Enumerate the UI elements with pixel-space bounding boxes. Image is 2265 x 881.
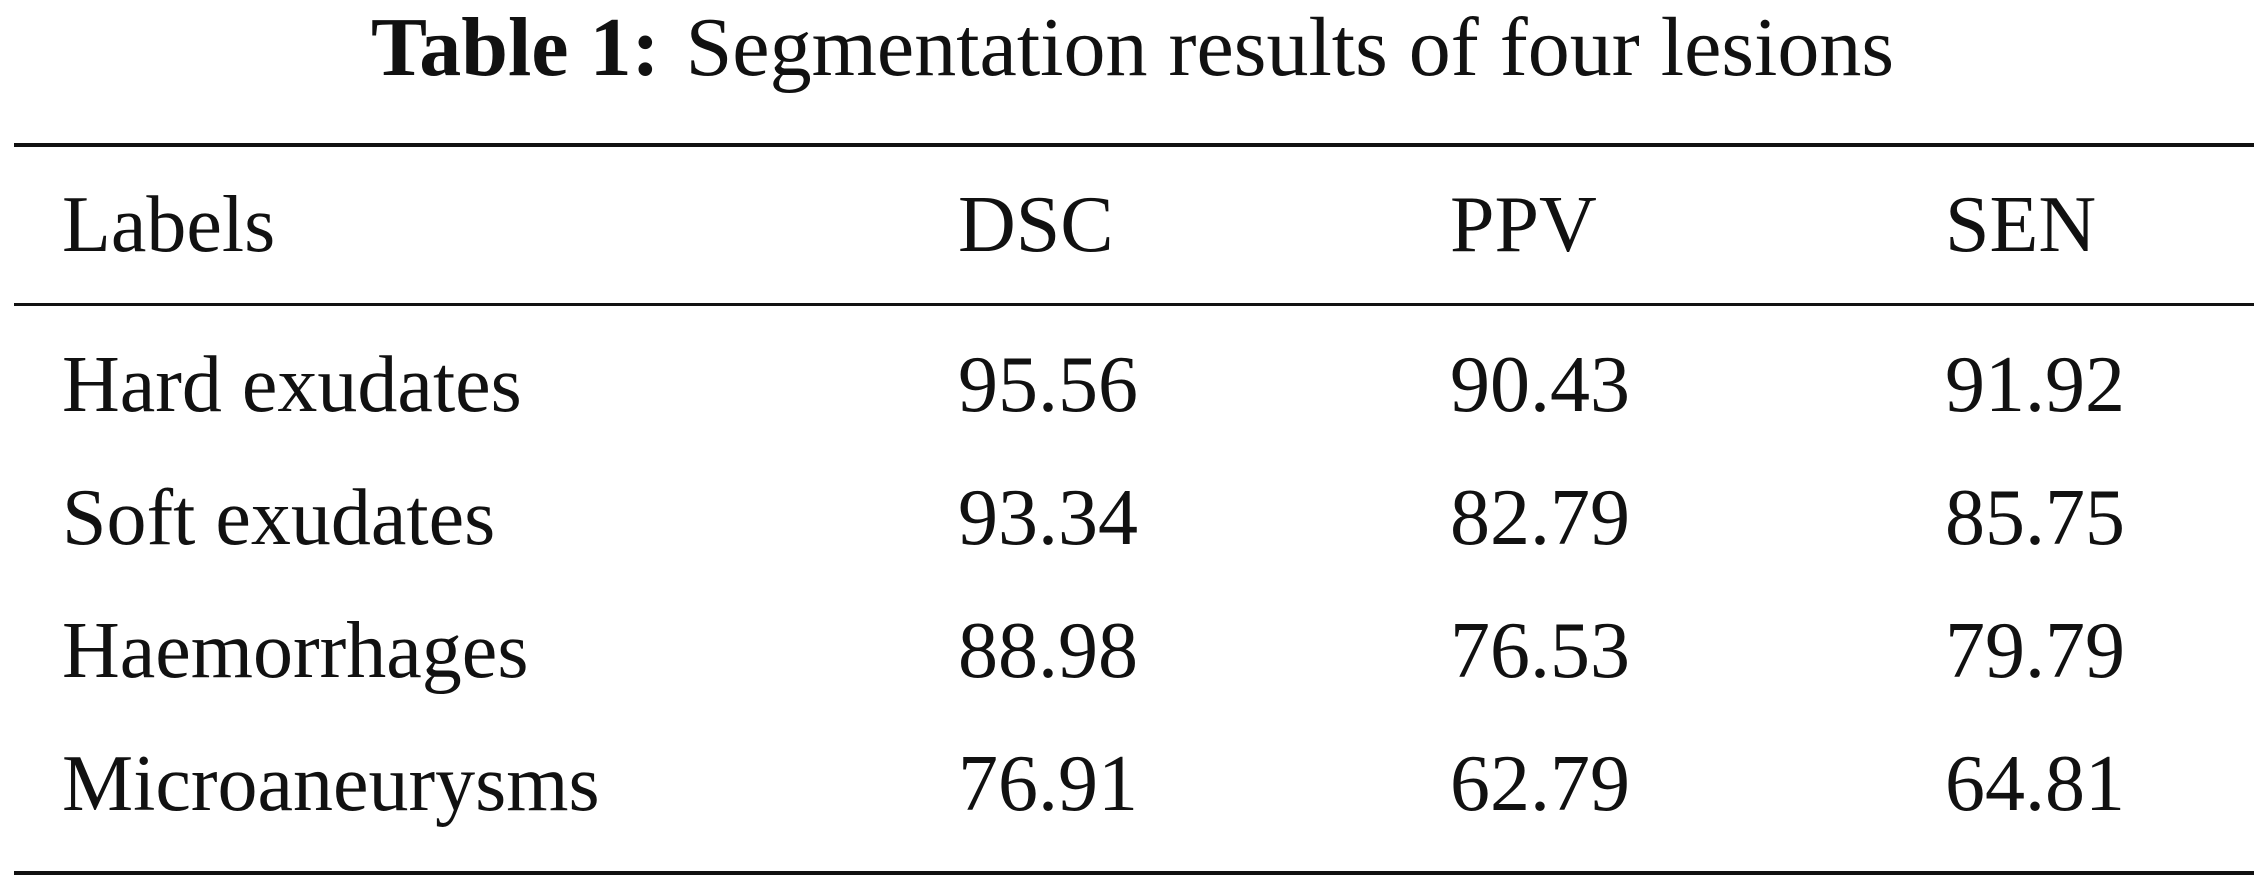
ppv-cell: 76.53 <box>1450 607 1630 695</box>
ppv-cell: 62.79 <box>1450 740 1630 828</box>
dsc-cell: 95.56 <box>958 341 1138 429</box>
column-header-labels: Labels <box>62 181 276 269</box>
row-label-cell: Hard exudates <box>62 341 522 429</box>
dsc-cell: 76.91 <box>958 740 1138 828</box>
table-bottom-rule <box>14 871 2254 875</box>
sen-cell: 85.75 <box>1945 474 2125 562</box>
table-top-rule <box>14 143 2254 147</box>
row-label-cell: Microaneurysms <box>62 740 600 828</box>
table-caption-text: Segmentation results of four lesions <box>685 1 1895 94</box>
ppv-cell: 82.79 <box>1450 474 1630 562</box>
sen-cell: 64.81 <box>1945 740 2125 828</box>
row-label-cell: Haemorrhages <box>62 607 529 695</box>
table-caption: Table 1: Segmentation results of four les… <box>0 0 2265 96</box>
sen-cell: 79.79 <box>1945 607 2125 695</box>
sen-cell: 91.92 <box>1945 341 2125 429</box>
ppv-cell: 90.43 <box>1450 341 1630 429</box>
dsc-cell: 93.34 <box>958 474 1138 562</box>
column-header-ppv: PPV <box>1450 181 1597 269</box>
row-label-cell: Soft exudates <box>62 474 496 562</box>
column-header-sen: SEN <box>1945 181 2097 269</box>
dsc-cell: 88.98 <box>958 607 1138 695</box>
table-header-rule <box>14 303 2254 306</box>
column-header-dsc: DSC <box>958 181 1114 269</box>
table-caption-label: Table 1: <box>370 1 660 94</box>
